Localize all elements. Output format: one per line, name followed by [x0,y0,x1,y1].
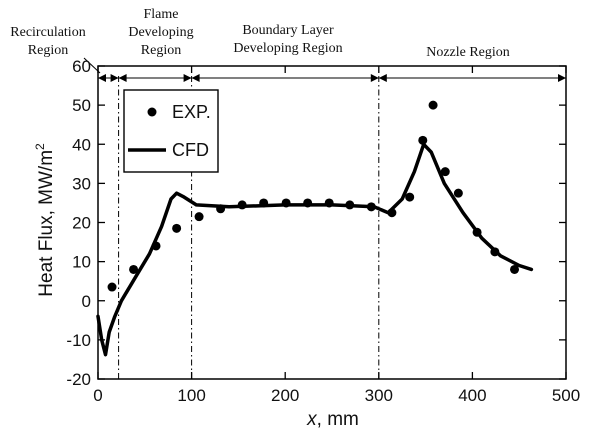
y-axis-label-sup: 2 [33,143,47,150]
x-axis-label-unit: , mm [317,409,359,430]
exp-data-point-15 [418,135,428,145]
legend-cfd-label: CFD [172,140,209,160]
exp-data-point-4 [194,212,204,222]
region-label-0: Recirculation Region [10,25,85,58]
exp-data-point-3 [172,223,182,233]
region-label-2-line-0: Boundary Layer [242,23,334,38]
y-tick-label-60: 60 [72,57,91,76]
region-label-1-line-1: Developing [128,25,193,40]
x-tick-label-0: 0 [93,386,102,405]
region-arrowhead-right-2 [370,74,379,82]
region-arrowhead-right-0 [110,74,119,82]
region-label-2: Boundary Layer Developing Region [233,23,342,56]
y-tick-label-10: 10 [72,253,91,272]
x-tick-label-100: 100 [177,386,205,405]
x-tick-label-500: 500 [552,386,580,405]
y-tick-label-40: 40 [72,135,91,154]
region-arrowhead-left-1 [118,74,127,82]
exp-data-point-0 [107,282,117,292]
region-arrowhead-left-3 [378,74,387,82]
legend: EXP. CFD [123,89,219,173]
y-axis-label: Heat Flux, MW/m2 [33,143,57,297]
x-tick-label-400: 400 [458,386,486,405]
exp-data-point-17 [440,167,450,177]
exp-data-point-1 [129,264,139,274]
y-tick-label-30: 30 [72,174,91,193]
series-line-cfd [96,142,534,357]
x-axis-label-var: x [306,409,318,430]
plot-frame [97,65,567,380]
region-label-1-line-0: Flame [144,7,179,22]
axis-ticks: 0 100 200 300 400 500 -20 -10 0 10 20 30 40 50 60 [66,57,580,405]
exp-data-point-16 [428,100,438,110]
legend-exp-marker [147,107,157,117]
region-label-0-line-1: Region [28,43,68,58]
y-tick-label--20: -20 [66,370,91,389]
y-tick-label--10: -10 [66,331,91,350]
x-tick-label-200: 200 [271,386,299,405]
y-tick-label-0: 0 [82,292,91,311]
region-label-3: Nozzle Region [426,45,510,60]
exp-data-point-14 [405,192,415,202]
legend-exp-label: EXP. [172,102,211,122]
region-label-2-line-1: Developing Region [233,41,342,56]
region-annotations: Recirculation Region Flame Developing Region… [10,7,566,379]
region-arrowhead-right-1 [183,74,192,82]
exp-data-point-18 [453,188,463,198]
x-tick-label-300: 300 [365,386,393,405]
y-tick-label-20: 20 [72,214,91,233]
exp-data-point-21 [510,264,520,274]
x-axis-label: x, mm [306,409,359,430]
y-tick-label-50: 50 [72,96,91,115]
region-arrowhead-left-2 [191,74,200,82]
region-arrowhead-left-0 [98,74,106,82]
region-label-3-line-0: Nozzle Region [426,45,510,60]
region-arrowhead-right-3 [558,74,566,82]
region-label-0-line-0: Recirculation [10,25,85,40]
region-label-1: Flame Developing Region [128,7,193,58]
y-axis-label-text: Heat Flux, MW/m [36,150,57,297]
legend-box [123,89,219,173]
plot-data [96,100,534,357]
region-label-1-line-2: Region [141,43,181,58]
